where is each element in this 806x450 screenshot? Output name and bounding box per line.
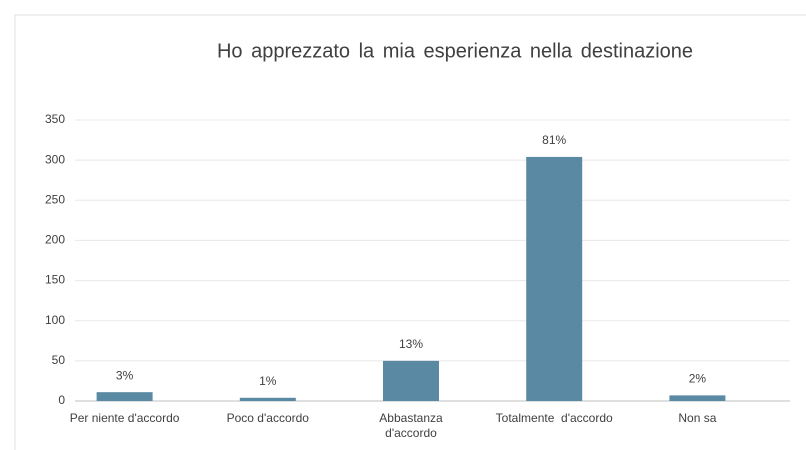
x-tick-label: Non sa xyxy=(678,411,717,425)
bar xyxy=(383,360,439,401)
chart-title: Ho apprezzato la mia esperienza nella de… xyxy=(217,40,693,62)
data-label: 1% xyxy=(259,374,277,388)
bar xyxy=(96,392,153,401)
x-tick-label: Abbastanza d'accordo xyxy=(379,411,447,440)
y-tick-label: 0 xyxy=(58,393,65,407)
x-tick-label: Per niente d'accordo xyxy=(69,411,180,425)
data-label: 81% xyxy=(542,133,566,147)
x-tick-label: Totalmente d'accordo xyxy=(495,411,613,425)
y-tick-label: 300 xyxy=(45,152,65,166)
y-tick-label: 50 xyxy=(52,353,66,367)
y-tick-label: 250 xyxy=(45,192,65,206)
bar xyxy=(239,397,296,401)
bar xyxy=(669,395,726,401)
y-tick-label: 200 xyxy=(45,233,65,247)
bar xyxy=(526,156,583,401)
y-tick-label: 100 xyxy=(45,313,65,327)
data-label: 2% xyxy=(689,372,707,386)
data-label: 3% xyxy=(116,368,134,382)
y-tick-label: 350 xyxy=(45,112,65,126)
x-tick-label: Poco d'accordo xyxy=(226,411,309,425)
data-label: 13% xyxy=(399,337,423,351)
y-tick-label: 150 xyxy=(45,273,65,287)
chart-frame xyxy=(14,14,806,450)
